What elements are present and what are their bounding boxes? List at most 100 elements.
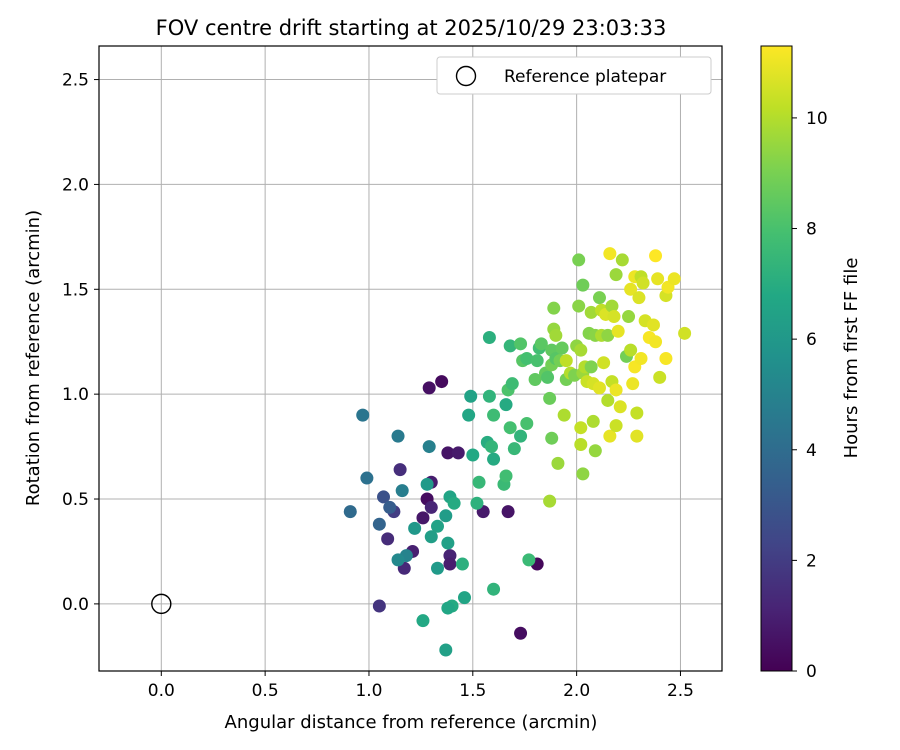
scatter-point xyxy=(597,356,611,370)
legend-box xyxy=(436,56,712,95)
colorbar-label: Hours from first FF file xyxy=(841,258,862,459)
scatter-point xyxy=(435,375,449,389)
x-axis-ticks: 0.0 0.5 1.0 1.5 2.0 2.5 xyxy=(148,671,694,701)
scatter-point xyxy=(482,331,496,345)
scatter-point xyxy=(630,406,644,420)
scatter-point xyxy=(462,408,476,422)
scatter-point xyxy=(574,437,588,451)
scatter-point xyxy=(649,249,663,263)
scatter-point xyxy=(551,456,565,470)
scatter-point xyxy=(572,299,586,313)
legend-marker-icon xyxy=(455,65,477,87)
scatter-point xyxy=(457,591,471,605)
scatter-point xyxy=(659,352,673,365)
scatter-point xyxy=(422,440,436,454)
scatter-point xyxy=(592,381,606,395)
scatter-point xyxy=(557,408,571,422)
scatter-point xyxy=(646,318,660,332)
x-tick-label: 0.5 xyxy=(252,681,279,701)
scatter-point xyxy=(576,467,590,481)
scatter-point xyxy=(514,626,528,640)
scatter-point xyxy=(441,536,455,550)
scatter-point xyxy=(636,276,650,290)
reference-point xyxy=(151,593,172,615)
scatter-point xyxy=(343,505,357,519)
scatter-point xyxy=(624,343,638,357)
scatter-point xyxy=(634,352,648,365)
x-axis-label: Angular distance from reference (arcmin) xyxy=(225,712,598,733)
scatter-point xyxy=(609,268,623,282)
x-tick-label: 1.5 xyxy=(459,681,486,701)
scatter-point xyxy=(632,291,646,305)
scatter-point xyxy=(416,614,430,628)
grid-lines xyxy=(99,46,722,671)
scatter-point xyxy=(424,530,438,544)
scatter-point xyxy=(408,521,422,535)
scatter-point xyxy=(499,398,513,412)
legend: Reference platepar xyxy=(436,56,712,95)
scatter-point xyxy=(601,328,615,342)
scatter-point xyxy=(499,469,513,483)
y-axis-label: Rotation from reference (arcmin) xyxy=(23,210,44,506)
scatter-point xyxy=(514,429,528,443)
scatter-point xyxy=(470,496,484,510)
reference-platepar-marker xyxy=(151,593,172,615)
scatter-point xyxy=(395,484,409,498)
colorbar-ticks: 0 2 4 6 8 10 xyxy=(792,109,828,682)
scatter-point xyxy=(626,377,640,391)
scatter-point xyxy=(391,429,405,443)
scatter-point xyxy=(430,519,444,533)
scatter-point xyxy=(447,496,461,510)
scatter-point xyxy=(487,408,501,422)
scatter-point xyxy=(607,310,621,324)
colorbar-tick-label: 2 xyxy=(806,551,817,571)
scatter-point xyxy=(503,339,517,353)
scatter-point xyxy=(422,381,436,395)
scatter-point xyxy=(522,553,536,567)
scatter-point xyxy=(588,444,602,458)
scatter-point xyxy=(592,291,606,305)
scatter-point xyxy=(455,557,469,571)
colorbar: 0 2 4 6 8 10 Hours from first FF file xyxy=(760,45,862,682)
y-tick-label: 0.5 xyxy=(62,490,89,510)
scatter-point xyxy=(615,253,629,267)
scatter-point xyxy=(451,446,465,460)
scatter-point xyxy=(441,446,455,460)
scatter-points xyxy=(343,247,692,657)
scatter-point xyxy=(484,440,498,454)
scatter-point xyxy=(466,448,480,462)
scatter-point xyxy=(505,377,519,391)
scatter-point xyxy=(543,494,557,508)
scatter-point xyxy=(584,360,598,374)
scatter-point xyxy=(439,509,453,523)
scatter-point xyxy=(530,354,544,368)
scatter-point xyxy=(487,582,501,596)
scatter-point xyxy=(586,414,600,428)
scatter-point xyxy=(609,383,623,397)
scatter-point xyxy=(576,278,590,292)
x-tick-label: 2.5 xyxy=(667,681,694,701)
scatter-point xyxy=(430,561,444,575)
scatter-point xyxy=(667,272,681,286)
colorbar-tick-label: 4 xyxy=(806,441,817,461)
scatter-point xyxy=(356,408,370,422)
scatter-point xyxy=(545,431,559,445)
plot-frame xyxy=(98,45,723,672)
scatter-point xyxy=(464,389,478,403)
scatter-point xyxy=(416,511,430,525)
scatter-point xyxy=(472,475,486,489)
y-tick-label: 1.5 xyxy=(62,280,89,300)
scatter-point xyxy=(377,490,391,504)
scatter-point xyxy=(514,337,528,351)
scatter-point xyxy=(574,421,588,435)
scatter-point xyxy=(584,305,598,319)
scatter-point xyxy=(622,310,636,324)
colorbar-tick-label: 8 xyxy=(806,220,817,240)
scatter-point xyxy=(603,247,617,261)
scatter-point xyxy=(383,500,397,514)
scatter-point xyxy=(507,442,521,456)
scatter-point xyxy=(501,505,515,519)
x-tick-label: 1.0 xyxy=(355,681,382,701)
scatter-point xyxy=(541,370,555,384)
y-tick-label: 2.0 xyxy=(62,175,89,195)
